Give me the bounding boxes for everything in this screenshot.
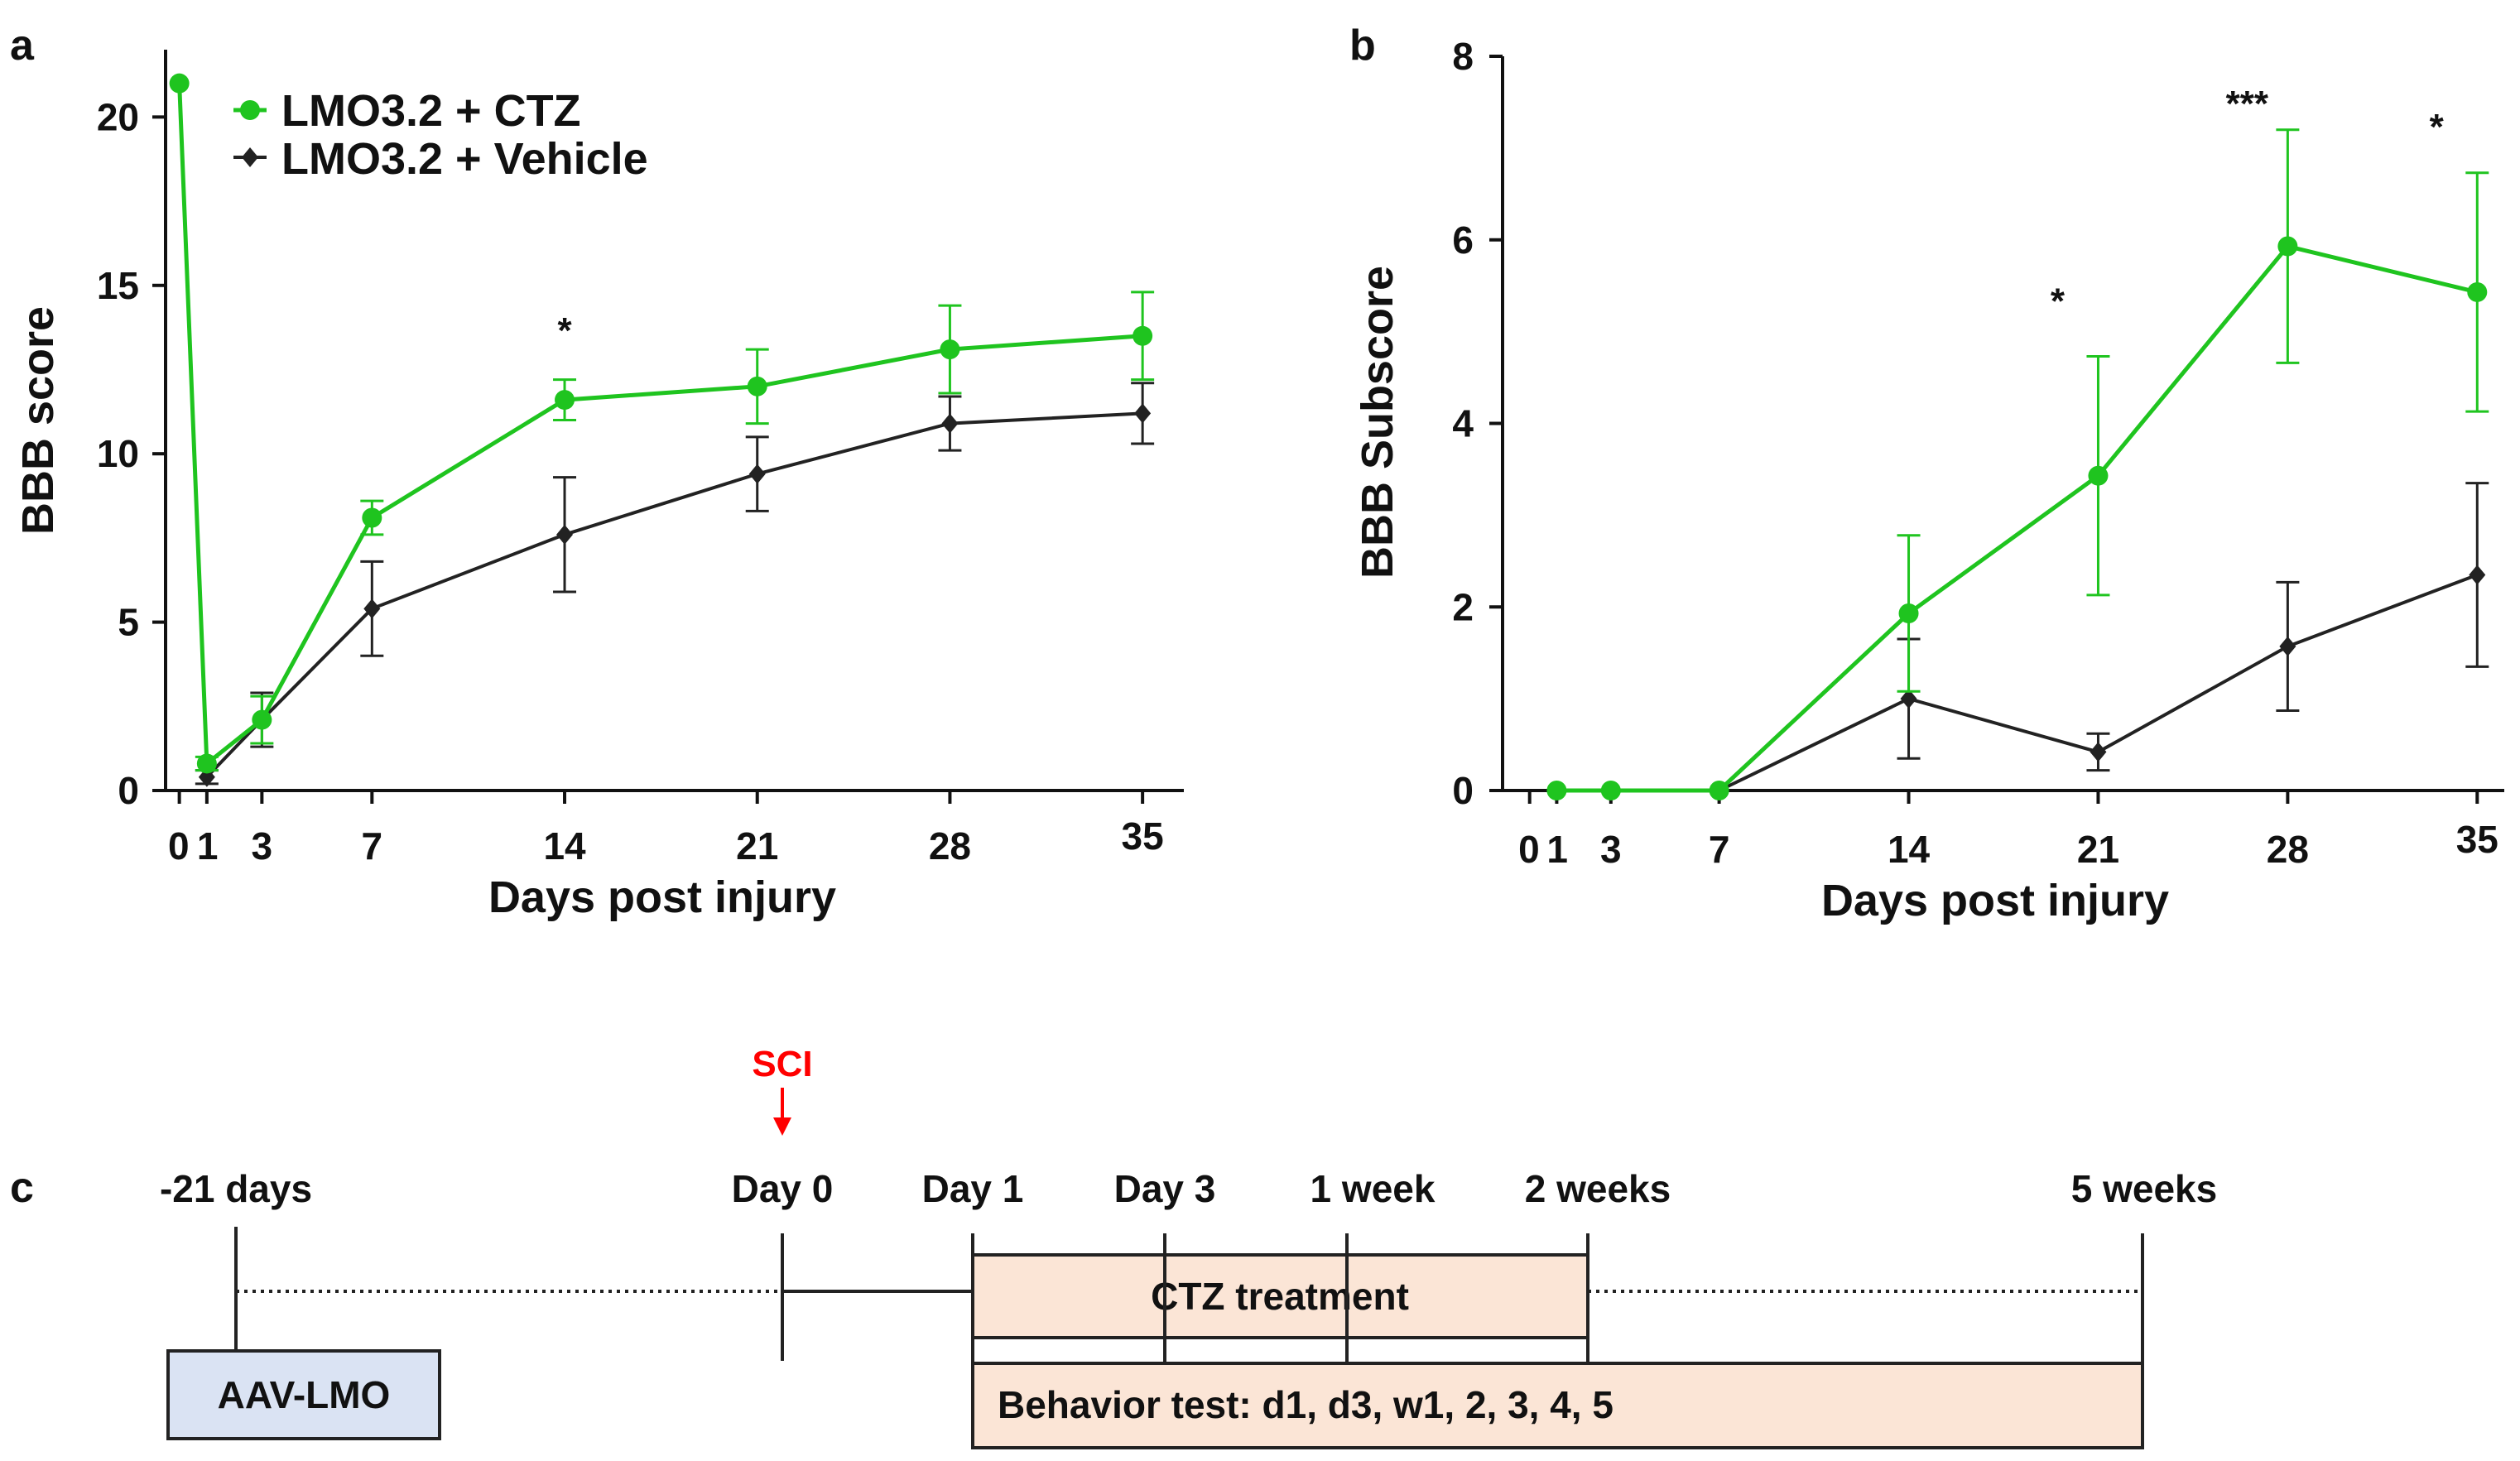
panel-a-y-tick-label: 20 <box>97 95 139 138</box>
panel-b-y-tick-label: 2 <box>1452 585 1474 628</box>
panel-b-x-tick-label: 7 <box>1709 828 1730 871</box>
panel-a-x-tick-label: 14 <box>543 824 586 867</box>
panel-b-y-tick-label: 0 <box>1452 769 1474 812</box>
milestone-label-5-weeks: 5 weeks <box>2071 1167 2217 1210</box>
panel-a-x-tick-label: 35 <box>1122 815 1164 858</box>
panel-b-x-tick-label: 3 <box>1600 828 1622 871</box>
data-point-lmo3-2-vehicle <box>2090 742 2107 762</box>
panel-b-x-tick-label: 0 <box>1518 828 1540 871</box>
sci-label: SCI <box>752 1044 812 1084</box>
panel-a-x-axis-title: Days post injury <box>488 872 836 922</box>
data-point-lmo3-2-ctz <box>1133 325 1153 346</box>
panel-b-significance-marker: * <box>2051 281 2066 321</box>
data-point-lmo3-2-ctz <box>2467 281 2488 302</box>
panel-b-y-tick-label: 8 <box>1452 35 1474 78</box>
series-line-lmo3-2-ctz <box>177 83 1143 768</box>
panel-a-y-tick-label: 0 <box>118 769 139 812</box>
data-point-lmo3-2-ctz <box>362 507 382 528</box>
milestone-label-2-weeks: 2 weeks <box>1525 1167 1671 1210</box>
milestone-label-1-week: 1 week <box>1310 1167 1436 1210</box>
data-point-lmo3-2-vehicle <box>748 464 766 484</box>
data-point-lmo3-2-vehicle <box>941 413 959 434</box>
data-point-lmo3-2-ctz <box>252 709 272 730</box>
data-point-lmo3-2-ctz <box>196 753 217 774</box>
panel-b-y-tick-label: 6 <box>1452 219 1474 262</box>
panel-a-series-lmo3-2-vehicle <box>195 382 1155 787</box>
panel-a-x-tick-label: 28 <box>929 824 971 867</box>
panel-a-x-tick-label: 3 <box>252 824 273 867</box>
data-point-lmo3-2-ctz <box>169 73 190 94</box>
panel-b-significance-marker: *** <box>2226 84 2269 124</box>
panel-b-significance-marker: * <box>2430 107 2445 147</box>
panel-b-series-lmo3-2-vehicle <box>1548 482 2489 800</box>
data-point-lmo3-2-ctz <box>2088 465 2109 486</box>
panel-a-y-tick-label: 5 <box>118 601 139 644</box>
panel-a-y-tick-label: 10 <box>97 432 139 475</box>
milestone-label-day-1: Day 1 <box>922 1167 1024 1210</box>
panel-a-x-tick-label: 1 <box>197 824 219 867</box>
data-point-lmo3-2-ctz <box>1709 781 1729 800</box>
panel-a-y-axis-title: BBB score <box>13 306 63 535</box>
data-point-lmo3-2-ctz <box>1546 781 1567 800</box>
series-line-lmo3-2-vehicle <box>205 411 1143 779</box>
data-point-lmo3-2-vehicle <box>1134 403 1152 424</box>
panel-b-y-axis-title: BBB Subscore <box>1353 266 1402 579</box>
panel-a-y-tick-label: 15 <box>97 264 139 307</box>
panel-b-x-tick-label: 1 <box>1546 828 1568 871</box>
series-line-lmo3-2-vehicle <box>1556 573 2479 792</box>
data-point-lmo3-2-ctz <box>747 376 767 396</box>
panel-b-x-tick-label: 28 <box>2267 828 2309 871</box>
series-line-lmo3-2-ctz <box>1556 243 2478 793</box>
data-point-lmo3-2-vehicle <box>363 598 381 619</box>
data-point-lmo3-2-ctz <box>1600 781 1621 800</box>
behavior-test-label: Behavior test: d1, d3, w1, 2, 3, 4, 5 <box>998 1383 1613 1426</box>
milestone-label-minus-21-days: -21 days <box>160 1167 312 1210</box>
sci-arrow-head <box>773 1117 791 1136</box>
panel-a-letter: a <box>10 22 35 70</box>
data-point-lmo3-2-vehicle <box>1900 689 1917 709</box>
timeline-diagram: c SCI -21 days Day 0 Day 1 Day 3 1 week … <box>10 1044 2217 1449</box>
milestone-label-day-3: Day 3 <box>1114 1167 1216 1210</box>
panel-b-x-axis-title: Days post injury <box>1821 876 2169 925</box>
legend-marker-ctz <box>240 100 260 120</box>
data-point-lmo3-2-vehicle <box>556 524 574 545</box>
data-point-lmo3-2-ctz <box>555 390 575 411</box>
panel-c-letter: c <box>10 1164 34 1212</box>
panel-a-x-tick-label: 7 <box>362 824 383 867</box>
data-point-lmo3-2-ctz <box>2277 236 2298 257</box>
milestone-label-day-0: Day 0 <box>732 1167 834 1210</box>
panel-b-x-tick-label: 14 <box>1888 828 1931 871</box>
legend-label-vehicle: LMO3.2 + Vehicle <box>281 134 648 184</box>
panel-a-significance-marker: * <box>557 310 572 351</box>
panel-b-letter: b <box>1349 22 1376 70</box>
legend-marker-vehicle <box>242 147 258 167</box>
panel-b-y-tick-label: 4 <box>1452 402 1474 445</box>
data-point-lmo3-2-ctz <box>940 339 960 360</box>
panel-b-x-tick-label: 35 <box>2456 818 2498 861</box>
panel-b-x-tick-label: 21 <box>2077 828 2119 871</box>
aav-lmo-box <box>166 1349 441 1440</box>
data-point-lmo3-2-vehicle <box>2279 636 2296 656</box>
behavior-test-box <box>971 1362 2144 1449</box>
panel-a-series-lmo3-2-ctz <box>169 73 1155 774</box>
data-point-lmo3-2-ctz <box>1898 603 1919 624</box>
aav-lmo-label: AAV-LMO <box>218 1373 391 1416</box>
panel-a-x-tick-label: 0 <box>168 824 190 867</box>
ctz-treatment-box <box>971 1253 1589 1339</box>
data-point-lmo3-2-vehicle <box>2469 565 2486 585</box>
panel-b-series-lmo3-2-ctz <box>1546 128 2489 800</box>
panel-a-x-tick-label: 21 <box>736 824 778 867</box>
ctz-treatment-label: CTZ treatment <box>1151 1275 1409 1318</box>
legend-label-ctz: LMO3.2 + CTZ <box>281 86 581 136</box>
panel-a-legend: LMO3.2 + CTZ LMO3.2 + Vehicle <box>233 86 648 184</box>
